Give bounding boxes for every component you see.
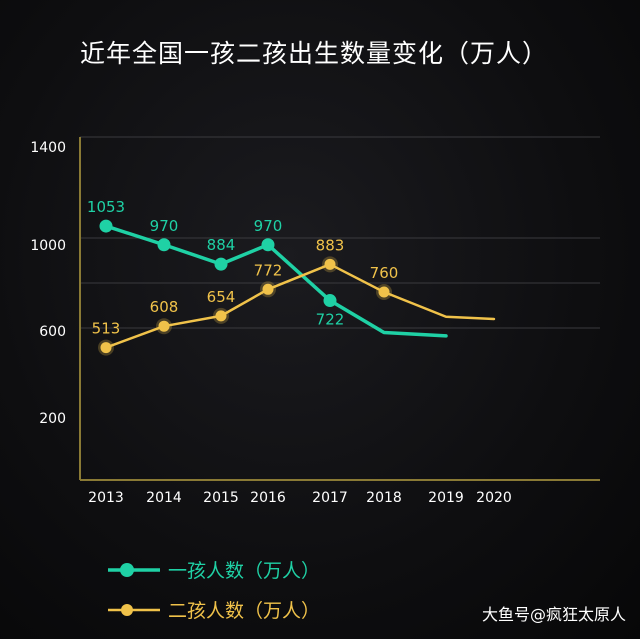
data-point <box>262 283 274 295</box>
data-label: 1053 <box>87 198 125 216</box>
data-label: 970 <box>150 217 179 235</box>
data-point <box>214 257 228 271</box>
x-tick-label: 2014 <box>146 490 182 506</box>
y-tick-label: 200 <box>39 411 66 427</box>
axes <box>79 137 600 481</box>
data-label: 883 <box>316 236 345 254</box>
data-point <box>100 342 112 354</box>
x-tick-label: 2015 <box>203 490 239 506</box>
legend-label: 二孩人数（万人） <box>168 600 320 622</box>
data-label: 722 <box>316 311 345 329</box>
data-point <box>215 310 227 322</box>
data-point <box>261 238 275 252</box>
data-point <box>158 320 170 332</box>
data-label: 760 <box>370 264 399 282</box>
series-line-2 <box>104 263 496 349</box>
data-point <box>99 219 113 233</box>
x-tick-label: 2017 <box>312 490 348 506</box>
data-point <box>323 294 337 308</box>
legend: 一孩人数（万人） 二孩人数（万人） <box>108 560 320 622</box>
data-label: 608 <box>150 298 179 316</box>
x-tick-label: 2019 <box>428 490 464 506</box>
y-tick-labels: 1400 1000 600 200 <box>30 140 66 427</box>
y-tick-label: 1000 <box>30 238 66 254</box>
data-label: 970 <box>254 217 283 235</box>
data-label: 884 <box>207 236 236 254</box>
data-label: 654 <box>207 288 236 306</box>
x-tick-label: 2016 <box>250 490 286 506</box>
data-point <box>157 238 171 252</box>
series-points <box>98 219 392 356</box>
chart-title: 近年全国一孩二孩出生数量变化（万人） <box>80 39 549 68</box>
y-tick-label: 1400 <box>30 140 66 156</box>
data-label: 513 <box>92 320 121 338</box>
y-tick-label: 600 <box>39 324 66 340</box>
legend-swatch-marker <box>120 563 134 577</box>
data-label: 772 <box>254 261 283 279</box>
legend-swatch-marker <box>121 604 133 616</box>
legend-label: 一孩人数（万人） <box>168 560 320 582</box>
x-tick-label: 2013 <box>88 490 124 506</box>
data-labels: 1053 970 884 970 722 513 608 654 772 883 760 <box>87 198 398 338</box>
data-point <box>378 286 390 298</box>
data-point <box>324 258 336 270</box>
x-tick-label: 2018 <box>366 490 402 506</box>
x-tick-labels: 2013 2014 2015 2016 2017 2018 2019 2020 <box>88 490 512 506</box>
watermark: 大鱼号@疯狂太原人 <box>481 605 626 624</box>
x-tick-label: 2020 <box>476 490 512 506</box>
